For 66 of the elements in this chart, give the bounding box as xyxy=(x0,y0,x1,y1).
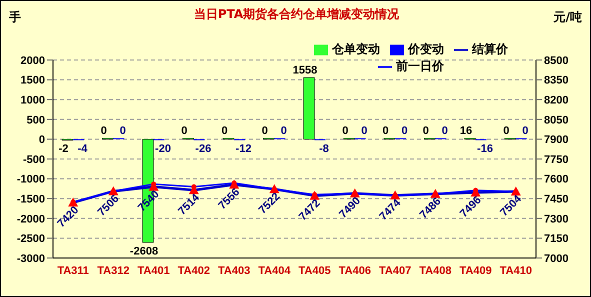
data-label: -2608 xyxy=(130,245,158,258)
y2-tick-label: 7150 xyxy=(544,233,568,246)
y-tick-label: 500 xyxy=(26,114,45,126)
y-tick-label: -3000 xyxy=(16,252,45,265)
legend-label: 价变动 xyxy=(408,42,444,56)
bar xyxy=(303,77,315,140)
y2-tick-label: 7750 xyxy=(544,154,568,166)
y2-tick-label: 8200 xyxy=(544,94,568,107)
y-tick-label: -2000 xyxy=(16,213,45,226)
y2-tick-label: 7600 xyxy=(544,174,568,186)
data-label: -26 xyxy=(195,143,212,156)
y2-axis-title: 元/吨 xyxy=(554,9,582,26)
y-tick-label: -1500 xyxy=(16,194,45,206)
data-label: 16 xyxy=(460,125,472,138)
data-label: 0 xyxy=(361,125,368,138)
data-label: -8 xyxy=(319,143,329,156)
data-label: 0 xyxy=(442,125,448,138)
data-label: 0 xyxy=(100,125,107,138)
y2-tick-label: 7900 xyxy=(544,134,568,146)
legend-label: 前一日价 xyxy=(396,59,444,73)
x-tick-label: TA406 xyxy=(338,264,371,277)
y-tick-label: 1500 xyxy=(20,74,45,87)
y2-tick-label: 8050 xyxy=(544,114,568,126)
y-tick-label: -500 xyxy=(22,154,45,166)
data-label: 0 xyxy=(221,125,228,138)
y-axis-title: 手 xyxy=(9,9,21,26)
y2-tick-label: 7000 xyxy=(544,252,568,265)
y-tick-label: 0 xyxy=(38,134,45,146)
y-tick-label: 2000 xyxy=(20,54,45,67)
data-label: -16 xyxy=(477,143,493,156)
x-tick-label: TA409 xyxy=(460,264,492,277)
data-label: -20 xyxy=(155,143,171,156)
x-tick-label: TA405 xyxy=(298,264,331,277)
data-label: 0 xyxy=(382,125,389,138)
data-label: 0 xyxy=(342,125,348,138)
x-tick-label: TA410 xyxy=(500,264,532,277)
y-tick-label: 1000 xyxy=(20,94,45,107)
data-label: -4 xyxy=(78,143,88,156)
data-label: 1558 xyxy=(292,64,318,77)
data-label: 0 xyxy=(181,125,188,138)
y2-tick-label: 8350 xyxy=(544,74,568,87)
y-tick-label: -1000 xyxy=(16,174,45,186)
legend-label: 仓单变动 xyxy=(332,42,380,56)
x-tick-label: TA401 xyxy=(138,264,170,277)
data-label: 0 xyxy=(503,125,510,138)
data-label: 0 xyxy=(280,125,287,138)
data-label: 0 xyxy=(422,125,429,138)
x-tick-label: TA312 xyxy=(97,264,130,277)
x-tick-label: TA407 xyxy=(379,264,412,277)
y-tick-label: -2500 xyxy=(16,233,45,246)
data-label: 0 xyxy=(401,125,408,138)
y2-tick-label: 8500 xyxy=(544,54,568,67)
x-tick-label: TA311 xyxy=(57,264,89,277)
x-tick-label: TA402 xyxy=(178,264,210,277)
y2-tick-label: 7450 xyxy=(544,194,568,206)
data-label: -12 xyxy=(236,143,252,156)
x-tick-label: TA408 xyxy=(419,264,452,277)
data-label: -2 xyxy=(58,143,68,156)
data-label: 0 xyxy=(120,125,126,138)
chart-title: 当日PTA期货各合约仓单增减变动情况 xyxy=(194,7,400,21)
x-tick-label: TA404 xyxy=(258,264,292,277)
legend-label: 结算价 xyxy=(472,42,508,56)
data-label: 0 xyxy=(262,125,268,138)
x-tick-label: TA403 xyxy=(218,264,250,277)
y2-tick-label: 7300 xyxy=(544,213,568,226)
data-label: 0 xyxy=(522,125,528,138)
